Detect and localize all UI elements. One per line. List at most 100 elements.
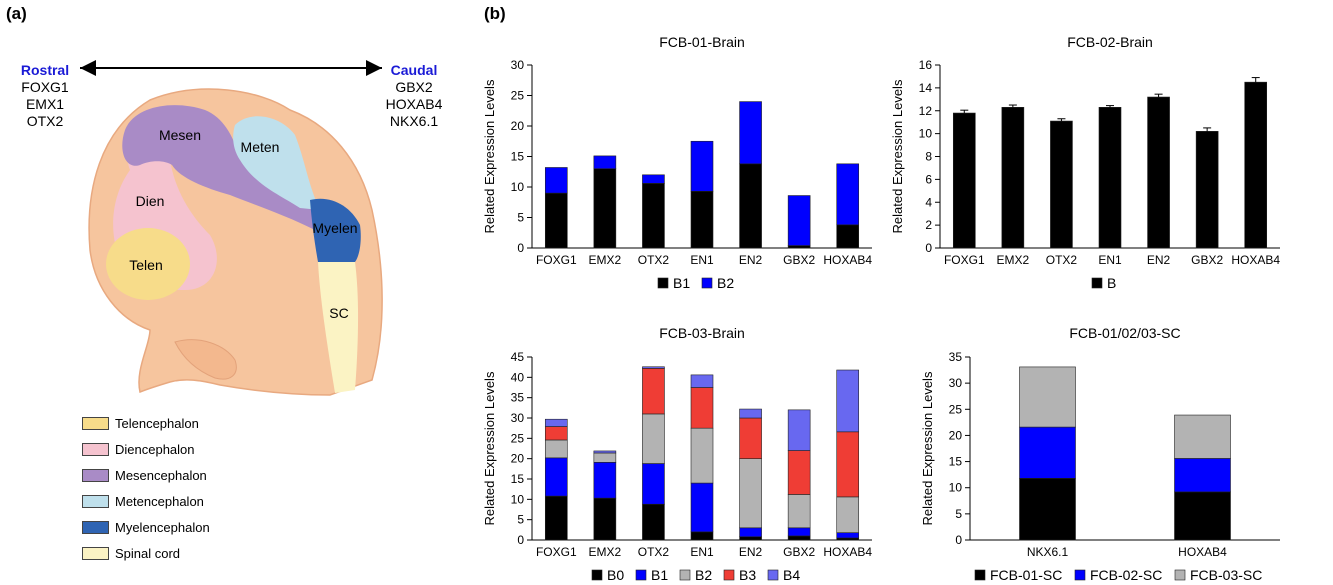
bar-segment xyxy=(1195,131,1219,249)
x-tick-label: EN1 xyxy=(690,253,714,267)
legend-label: B0 xyxy=(607,567,624,583)
y-tick-label: 40 xyxy=(511,370,525,384)
y-tick-label: 30 xyxy=(511,411,525,425)
dien-label: Dien xyxy=(136,193,165,209)
y-tick-label: 10 xyxy=(949,481,963,495)
bar-segment xyxy=(836,532,860,539)
y-tick-label: 10 xyxy=(919,127,933,141)
x-tick-label: HOXAB4 xyxy=(823,545,872,559)
bar-segment xyxy=(787,527,811,537)
y-tick-label: 35 xyxy=(949,350,963,364)
x-tick-label: EN2 xyxy=(739,253,763,267)
bar-segment xyxy=(1244,81,1268,249)
bar-segment xyxy=(690,387,714,429)
rostral-gene: EMX1 xyxy=(25,96,65,112)
region-legend-item: Myelencephalon xyxy=(82,517,210,537)
y-tick-label: 0 xyxy=(925,241,932,255)
region-legend-item: Telencephalon xyxy=(82,413,199,433)
y-tick-label: 25 xyxy=(949,402,963,416)
x-tick-label: HOXAB4 xyxy=(1231,253,1280,267)
bar-segment xyxy=(642,463,665,505)
bar-segment xyxy=(642,503,665,541)
region-legend-label: Spinal cord xyxy=(115,545,181,561)
legend-label: B1 xyxy=(673,275,690,291)
bar-segment xyxy=(739,101,762,165)
y-tick-label: 10 xyxy=(511,492,525,506)
legend-label: B4 xyxy=(783,567,800,583)
caudal-gene: HOXAB4 xyxy=(385,96,443,112)
y-tick-label: 5 xyxy=(517,513,524,527)
bar-segment xyxy=(836,224,860,249)
legend-swatch xyxy=(1074,569,1086,581)
y-tick-label: 14 xyxy=(919,81,933,95)
chart-title: FCB-01/02/03-SC xyxy=(1069,325,1180,341)
bar-segment xyxy=(1050,120,1073,249)
bar-segment xyxy=(1019,478,1076,541)
bar-segment xyxy=(544,495,568,541)
y-tick-label: 30 xyxy=(949,376,963,390)
y-axis-label: Related Expression Levels xyxy=(482,371,497,525)
legend-swatch xyxy=(591,569,603,581)
bar-segment xyxy=(739,417,762,459)
y-tick-label: 5 xyxy=(517,211,524,225)
bar-segment xyxy=(1098,107,1122,249)
y-tick-label: 30 xyxy=(511,58,525,72)
x-tick-label: EN1 xyxy=(1098,253,1122,267)
x-tick-label: GBX2 xyxy=(783,545,815,559)
bar-segment xyxy=(787,245,811,249)
bar-segment xyxy=(787,409,811,451)
legend-swatch xyxy=(635,569,647,581)
rostral-gene: FOXG1 xyxy=(21,79,69,95)
bar-segment xyxy=(787,450,811,495)
chart-title: FCB-01-Brain xyxy=(659,34,745,50)
x-tick-label: EN2 xyxy=(739,545,763,559)
legend-label: FCB-01-SC xyxy=(990,567,1062,583)
bar-segment xyxy=(836,496,860,533)
bar-segment xyxy=(544,426,568,441)
telen-label: Telen xyxy=(129,257,162,273)
bar-segment xyxy=(739,408,762,419)
bar-segment xyxy=(690,190,714,249)
bar-segment xyxy=(642,183,665,249)
legend-label: B xyxy=(1107,275,1116,291)
y-tick-label: 15 xyxy=(511,150,525,164)
bar-segment xyxy=(1174,458,1231,493)
myelen-label: Myelen xyxy=(312,220,357,236)
y-tick-label: 6 xyxy=(925,172,932,186)
bar-segment xyxy=(690,427,714,484)
bar-segment xyxy=(1019,366,1076,428)
rostral-title: Rostral xyxy=(20,62,70,78)
y-tick-label: 25 xyxy=(511,89,525,103)
y-tick-label: 25 xyxy=(511,431,525,445)
bar-segment xyxy=(690,374,714,388)
x-tick-label: EN1 xyxy=(690,545,714,559)
x-tick-label: OTX2 xyxy=(638,545,670,559)
region-legend-swatch xyxy=(82,468,109,482)
chart-title: FCB-03-Brain xyxy=(659,325,745,341)
y-tick-label: 20 xyxy=(511,452,525,466)
bar-segment xyxy=(739,163,762,249)
region-legend-swatch xyxy=(82,416,109,430)
bar-segment xyxy=(593,155,617,169)
legend-swatch xyxy=(701,277,713,289)
bar-segment xyxy=(593,450,617,454)
y-tick-label: 5 xyxy=(955,507,962,521)
bar-segment xyxy=(739,527,762,538)
legend-label: B2 xyxy=(695,567,712,583)
myelencephalon-region xyxy=(310,198,361,262)
panel-b-label: (b) xyxy=(484,4,506,23)
bar-segment xyxy=(593,462,617,499)
bar-segment xyxy=(836,431,860,498)
bar-segment xyxy=(1001,107,1025,249)
bar-segment xyxy=(952,112,976,249)
legend-swatch xyxy=(1091,277,1103,289)
legend-label: FCB-03-SC xyxy=(1190,567,1262,583)
bar-segment xyxy=(787,195,811,246)
sc-label: SC xyxy=(329,305,348,321)
bar-segment xyxy=(739,536,762,541)
telencephalon-region xyxy=(106,228,190,300)
caudal-title: Caudal xyxy=(390,62,438,78)
bar-segment xyxy=(642,368,665,415)
region-legend-item: Diencephalon xyxy=(82,439,195,459)
bar-segment xyxy=(642,174,665,184)
